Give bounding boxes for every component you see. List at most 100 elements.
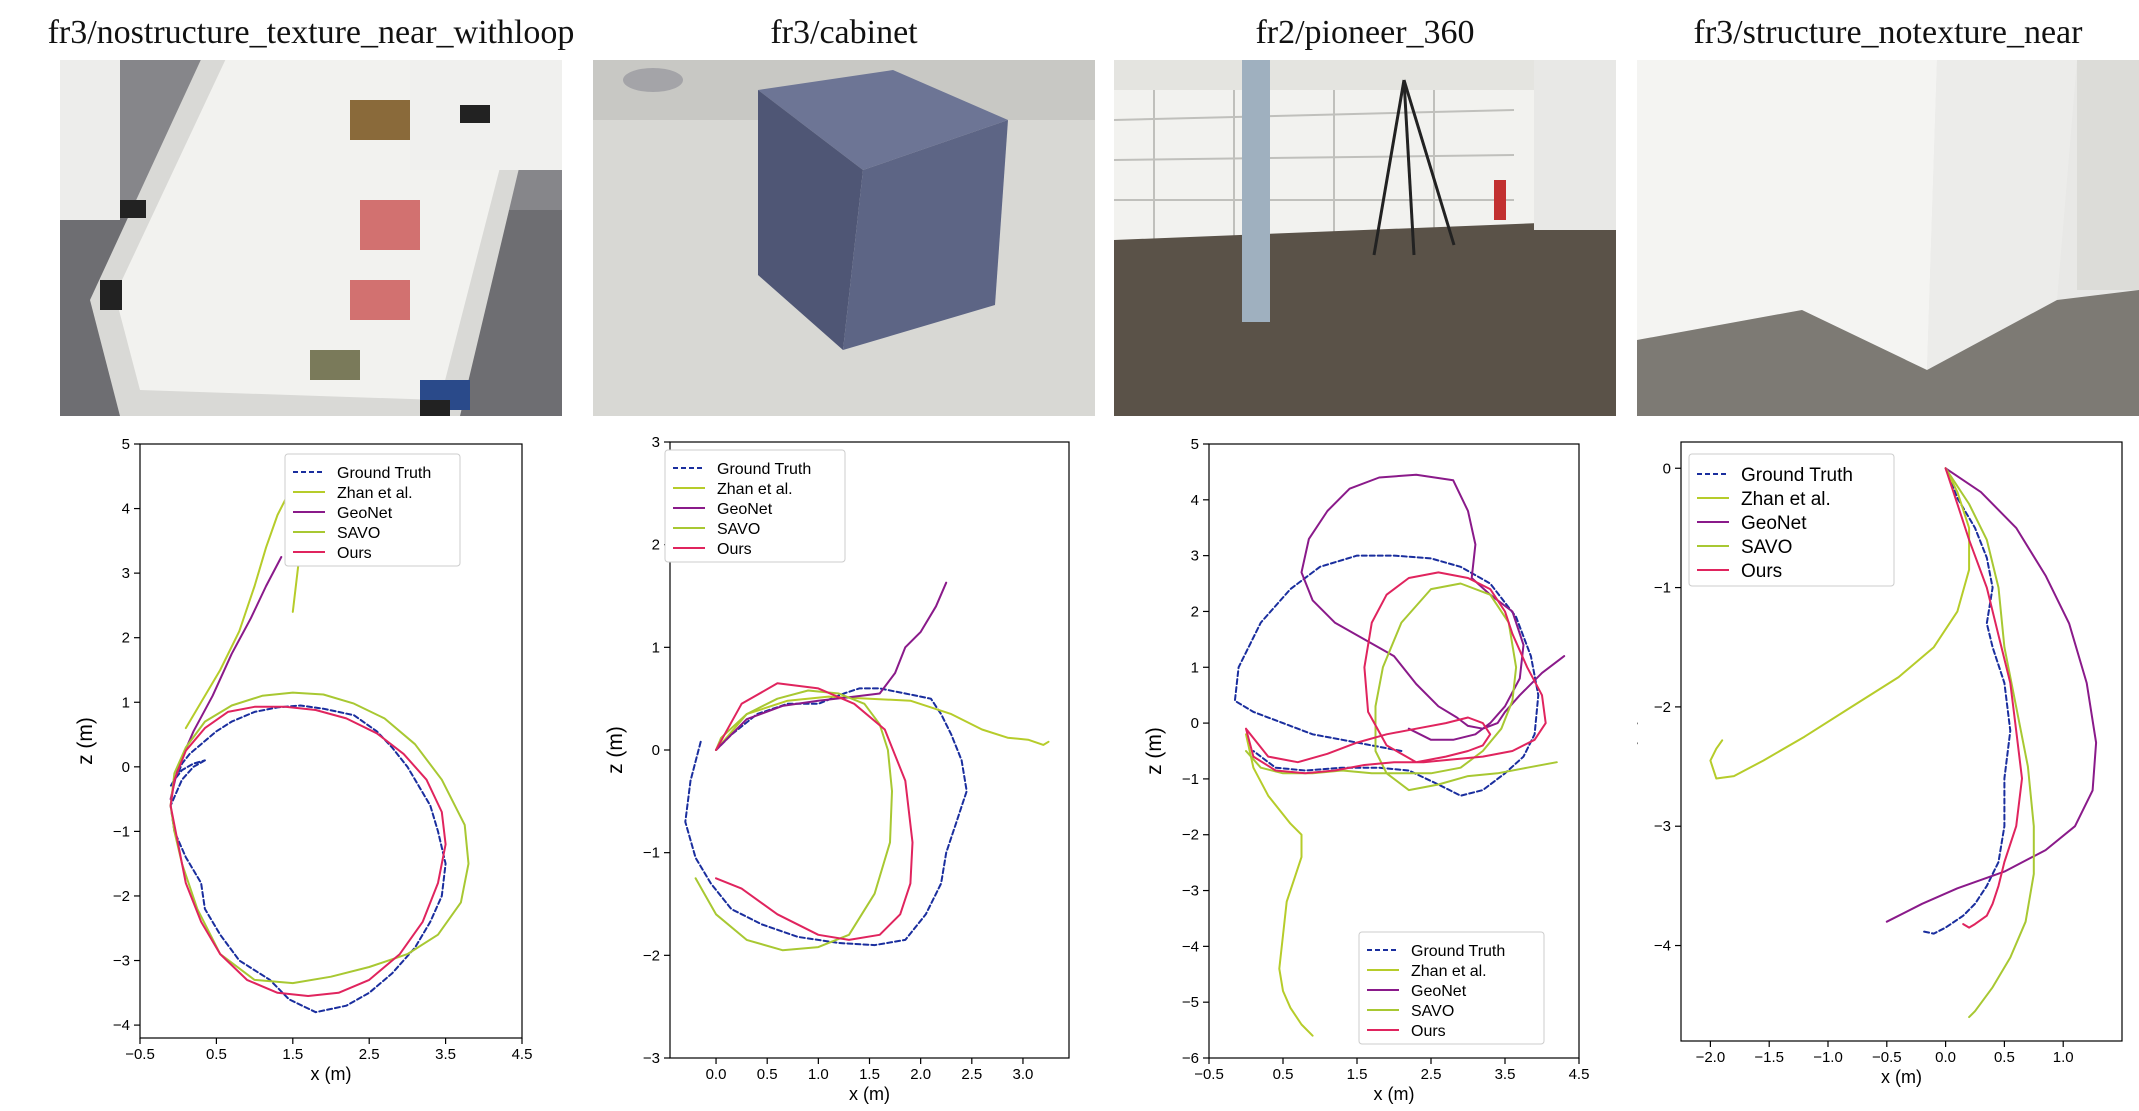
legend-label: Ground Truth bbox=[717, 461, 811, 478]
y-tick-label: −4 bbox=[1182, 938, 1199, 955]
y-tick-label: −3 bbox=[113, 953, 130, 970]
series-line-1 bbox=[715, 695, 1050, 751]
y-tick-label: −1 bbox=[1654, 580, 1671, 597]
series-line-2 bbox=[169, 556, 283, 801]
x-tick-label: 2.5 bbox=[961, 1066, 982, 1083]
legend-box bbox=[664, 449, 846, 563]
y-tick-label: 3 bbox=[122, 565, 130, 582]
y-tick-label: 2 bbox=[652, 537, 660, 554]
legend-label: Ours bbox=[1411, 1023, 1446, 1040]
sequence-title: fr3/structure_notexture_near bbox=[1693, 14, 2083, 51]
sequence-title: fr3/cabinet bbox=[770, 14, 918, 51]
y-tick-label: 4 bbox=[122, 501, 130, 518]
x-tick-label: 1.0 bbox=[808, 1066, 829, 1083]
legend-label: Ours bbox=[337, 545, 372, 562]
y-tick-label: 3 bbox=[1191, 548, 1199, 565]
y-tick-label: 1 bbox=[652, 639, 660, 656]
x-tick-label: 2.5 bbox=[359, 1046, 380, 1063]
x-tick-label: 3.5 bbox=[1495, 1066, 1516, 1083]
x-tick-label: −0.5 bbox=[1872, 1049, 1902, 1066]
legend-box bbox=[1688, 453, 1895, 587]
y-tick-label: 5 bbox=[1191, 436, 1199, 453]
x-tick-label: 4.5 bbox=[512, 1046, 533, 1063]
x-tick-label: 1.5 bbox=[859, 1066, 880, 1083]
legend-label: GeoNet bbox=[337, 505, 393, 522]
y-axis-label: z (m) bbox=[604, 726, 627, 774]
y-tick-label: −1 bbox=[643, 845, 660, 862]
legend-label: Zhan et al. bbox=[1411, 963, 1487, 980]
series-line-1 bbox=[1245, 733, 1314, 1037]
legend-box bbox=[1358, 931, 1545, 1045]
y-tick-label: 1 bbox=[122, 694, 130, 711]
panel-1: fr3/nostructure_texture_near_withloop −0… bbox=[48, 0, 575, 1111]
y-tick-label: −2 bbox=[113, 888, 130, 905]
photo-poster-on-floor bbox=[60, 60, 562, 416]
x-tick-label: −1.0 bbox=[1813, 1049, 1843, 1066]
y-tick-label: 4 bbox=[1191, 492, 1199, 509]
legend-label: Ours bbox=[717, 541, 752, 558]
y-tick-label: 0 bbox=[1191, 715, 1199, 732]
series-line-0 bbox=[1233, 554, 1540, 797]
legend-label: Ours bbox=[1741, 561, 1782, 582]
series-line-3 bbox=[1944, 467, 2035, 1019]
legend-label: GeoNet bbox=[1741, 513, 1807, 534]
y-tick-label: −2 bbox=[1182, 827, 1199, 844]
legend-label: SAVO bbox=[717, 521, 760, 538]
panel-3: fr2/pioneer_360 −0.5 0.5 1.5 2.5 3.5 4.5 −6 −5−… bbox=[1114, 0, 1616, 1111]
series-line-2 bbox=[1885, 467, 2098, 923]
y-axis-label: z (m) bbox=[1637, 718, 1638, 766]
y-axis-label: z (m) bbox=[74, 717, 97, 765]
y-tick-label: 0 bbox=[1663, 460, 1671, 477]
series-line-3 bbox=[1245, 582, 1558, 792]
series-line-0 bbox=[169, 704, 447, 1014]
legend-label: SAVO bbox=[337, 525, 380, 542]
y-tick-label: 2 bbox=[122, 630, 130, 647]
x-tick-label: 4.5 bbox=[1569, 1066, 1590, 1083]
series-line-4 bbox=[1944, 467, 2023, 929]
series-line-0 bbox=[1921, 467, 2012, 935]
x-tick-label: −0.5 bbox=[125, 1046, 155, 1063]
x-axis-label: x (m) bbox=[1374, 1084, 1415, 1104]
plot-frame bbox=[1208, 443, 1580, 1059]
y-tick-label: −3 bbox=[1654, 818, 1671, 835]
legend-label: Ground Truth bbox=[337, 465, 431, 482]
plot-frame bbox=[1680, 441, 2123, 1042]
trajectory-plot: 0.0 0.5 1.0 1.5 2.0 2.5 3.0 −3 −2 −1 0 1 2 3 x (m) z (m… bbox=[604, 434, 1070, 1104]
y-tick-label: −4 bbox=[113, 1017, 130, 1034]
y-tick-label: 3 bbox=[652, 434, 660, 451]
series-line-4 bbox=[169, 705, 447, 997]
y-tick-label: −2 bbox=[643, 947, 660, 964]
sequence-title: fr3/nostructure_texture_near_withloop bbox=[47, 14, 575, 51]
series-line-3 bbox=[169, 691, 470, 985]
y-axis-label: z (m) bbox=[1143, 727, 1166, 775]
x-tick-label: 0.5 bbox=[1994, 1049, 2015, 1066]
x-tick-label: 1.5 bbox=[1347, 1066, 1368, 1083]
x-tick-label: −2.0 bbox=[1696, 1049, 1726, 1066]
x-tick-label: −0.5 bbox=[1194, 1066, 1224, 1083]
series-line-4 bbox=[715, 682, 914, 941]
x-tick-label: 2.0 bbox=[910, 1066, 931, 1083]
y-tick-label: 2 bbox=[1191, 603, 1199, 620]
legend-label: Ground Truth bbox=[1411, 943, 1505, 960]
y-tick-label: 0 bbox=[122, 759, 130, 776]
x-tick-label: 0.5 bbox=[1273, 1066, 1294, 1083]
legend-label: Zhan et al. bbox=[1741, 489, 1831, 510]
x-tick-label: 0.0 bbox=[1935, 1049, 1956, 1066]
trajectory-plot: −0.5 0.5 1.5 2.5 3.5 4.5 −6 −5 −4 −3 −2 −1 0 1 2 3 4 5 x (… bbox=[1143, 436, 1590, 1104]
trajectory-plot: −2.0 −1.5 −1.0 −0.5 0.0 0.5 1.0 −4 −3 −2 −1 0 x (m) z… bbox=[1637, 441, 2123, 1087]
series-line-2 bbox=[715, 581, 948, 751]
legend-label: SAVO bbox=[1411, 1003, 1454, 1020]
series-line-0 bbox=[684, 687, 968, 947]
trajectory-plot: −0.5 0.5 1.5 2.5 3.5 4.5 −4 −3 −2 −1 0 1 2 3 4 5 x (m) z … bbox=[74, 436, 533, 1084]
x-tick-label: 3.0 bbox=[1013, 1066, 1034, 1083]
photo-white-structure bbox=[1637, 60, 2139, 416]
x-axis-label: x (m) bbox=[849, 1084, 890, 1104]
y-tick-label: −2 bbox=[1654, 699, 1671, 716]
y-tick-label: −1 bbox=[1182, 771, 1199, 788]
y-tick-label: 0 bbox=[652, 742, 660, 759]
series-line-2 bbox=[1300, 473, 1566, 741]
x-tick-label: 1.0 bbox=[2053, 1049, 2074, 1066]
series-line-3 bbox=[694, 689, 893, 952]
y-tick-label: 5 bbox=[122, 436, 130, 453]
y-tick-label: 1 bbox=[1191, 659, 1199, 676]
